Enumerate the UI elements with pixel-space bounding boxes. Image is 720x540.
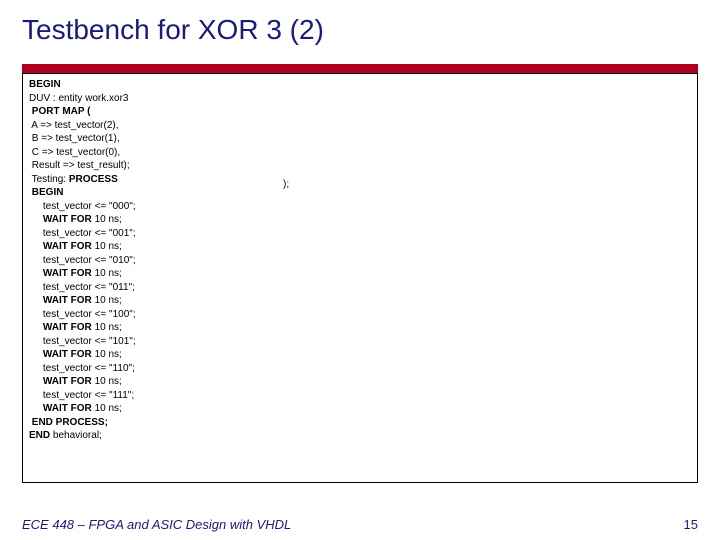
code-line: behavioral; <box>53 430 102 441</box>
code-keyword: END <box>29 430 53 441</box>
code-line: 10 ns; <box>95 295 122 306</box>
code-line: PORT MAP ( <box>29 106 90 117</box>
footer-course: ECE 448 – FPGA and ASIC Design with VHDL <box>22 517 291 532</box>
code-line: 10 ns; <box>95 322 122 333</box>
code-line: BEGIN <box>29 187 63 198</box>
code-line: Result => test_result); <box>29 159 691 173</box>
code-line: test_vector <= "001"; <box>29 227 691 241</box>
code-line: test_vector <= "010"; <box>29 254 691 268</box>
slide-number: 15 <box>684 517 698 532</box>
code-line: C => test_vector(0), <box>29 146 691 160</box>
code-line: 10 ns; <box>95 214 122 225</box>
code-line: test_vector <= "111"; <box>29 389 691 403</box>
code-line: 10 ns; <box>95 268 122 279</box>
code-line: test_vector <= "110"; <box>29 362 691 376</box>
code-line: BEGIN <box>29 79 61 90</box>
code-keyword: WAIT FOR <box>29 322 95 333</box>
code-line: 10 ns; <box>95 241 122 252</box>
code-line: 10 ns; <box>95 376 122 387</box>
code-line: B => test_vector(1), <box>29 132 691 146</box>
code-keyword: WAIT FOR <box>29 295 95 306</box>
code-keyword: WAIT FOR <box>29 403 95 414</box>
code-keyword: WAIT FOR <box>29 214 95 225</box>
stray-text: ); <box>283 178 289 192</box>
code-line: 10 ns; <box>95 403 122 414</box>
code-line: test_vector <= "000"; <box>29 200 691 214</box>
code-line: 10 ns; <box>95 349 122 360</box>
code-line: A => test_vector(2), <box>29 119 691 133</box>
code-keyword: WAIT FOR <box>29 241 95 252</box>
code-line: DUV : entity work.xor3 <box>29 92 691 106</box>
slide-title: Testbench for XOR 3 (2) <box>0 0 720 46</box>
code-line: test_vector <= "100"; <box>29 308 691 322</box>
code-keyword: WAIT FOR <box>29 349 95 360</box>
code-line: END PROCESS; <box>29 417 108 428</box>
code-keyword: WAIT FOR <box>29 268 95 279</box>
code-line: Testing: <box>29 174 69 185</box>
code-line: test_vector <= "101"; <box>29 335 691 349</box>
code-keyword: PROCESS <box>69 174 118 185</box>
code-line: test_vector <= "011"; <box>29 281 691 295</box>
code-block: BEGIN DUV : entity work.xor3 PORT MAP ( … <box>22 73 698 483</box>
code-keyword: WAIT FOR <box>29 376 95 387</box>
